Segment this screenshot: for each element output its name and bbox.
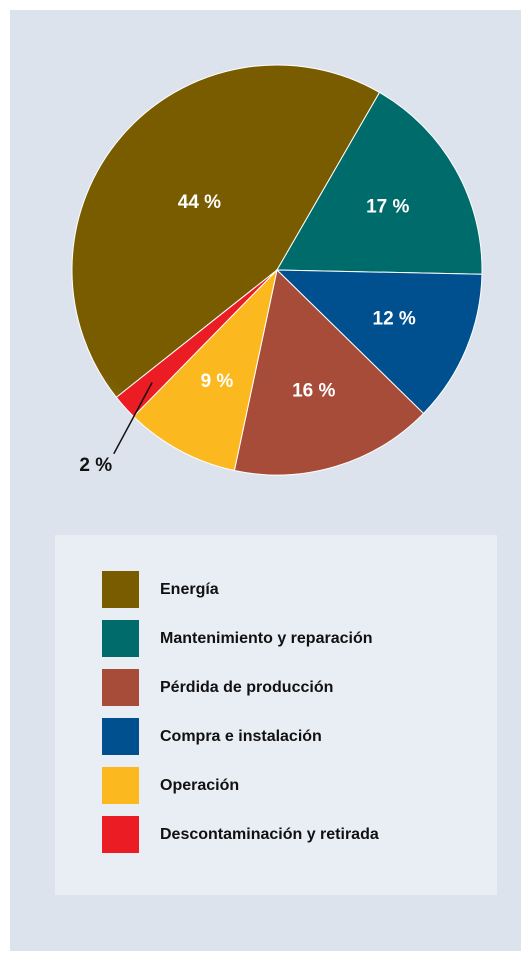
legend-label: Operación: [160, 777, 239, 794]
pie-slice: [275, 269, 483, 415]
slice-label: 2 %: [79, 455, 112, 476]
slice-label: 12 %: [373, 308, 416, 329]
leader-line: [113, 382, 153, 455]
legend-swatch: [102, 816, 139, 853]
legend-label: Energía: [160, 581, 219, 598]
slice-label: 16 %: [292, 381, 335, 402]
pie-slice: [276, 91, 483, 275]
legend-label: Descontaminación y retirada: [160, 826, 379, 843]
legend-label: Pérdida de producción: [160, 679, 333, 696]
pie-slice: [132, 268, 278, 472]
legend-swatch: [102, 718, 139, 755]
legend-swatch: [102, 571, 139, 608]
legend-swatch: [102, 767, 139, 804]
slice-label: 44 %: [178, 192, 221, 213]
legend-label: Mantenimiento y reparación: [160, 630, 373, 647]
slice-label: 9 %: [201, 371, 234, 392]
legend-swatch: [102, 669, 139, 706]
pie: 44 % 17 % 12 % 16 % 9 % 2 %: [71, 64, 483, 476]
legend: Energía Mantenimiento y reparación Pérdida…: [102, 571, 379, 853]
legend-label: Compra e instalación: [160, 728, 322, 745]
slice-label: 17 %: [366, 197, 409, 218]
pie-slice: [233, 269, 425, 476]
legend-swatch: [102, 620, 139, 657]
